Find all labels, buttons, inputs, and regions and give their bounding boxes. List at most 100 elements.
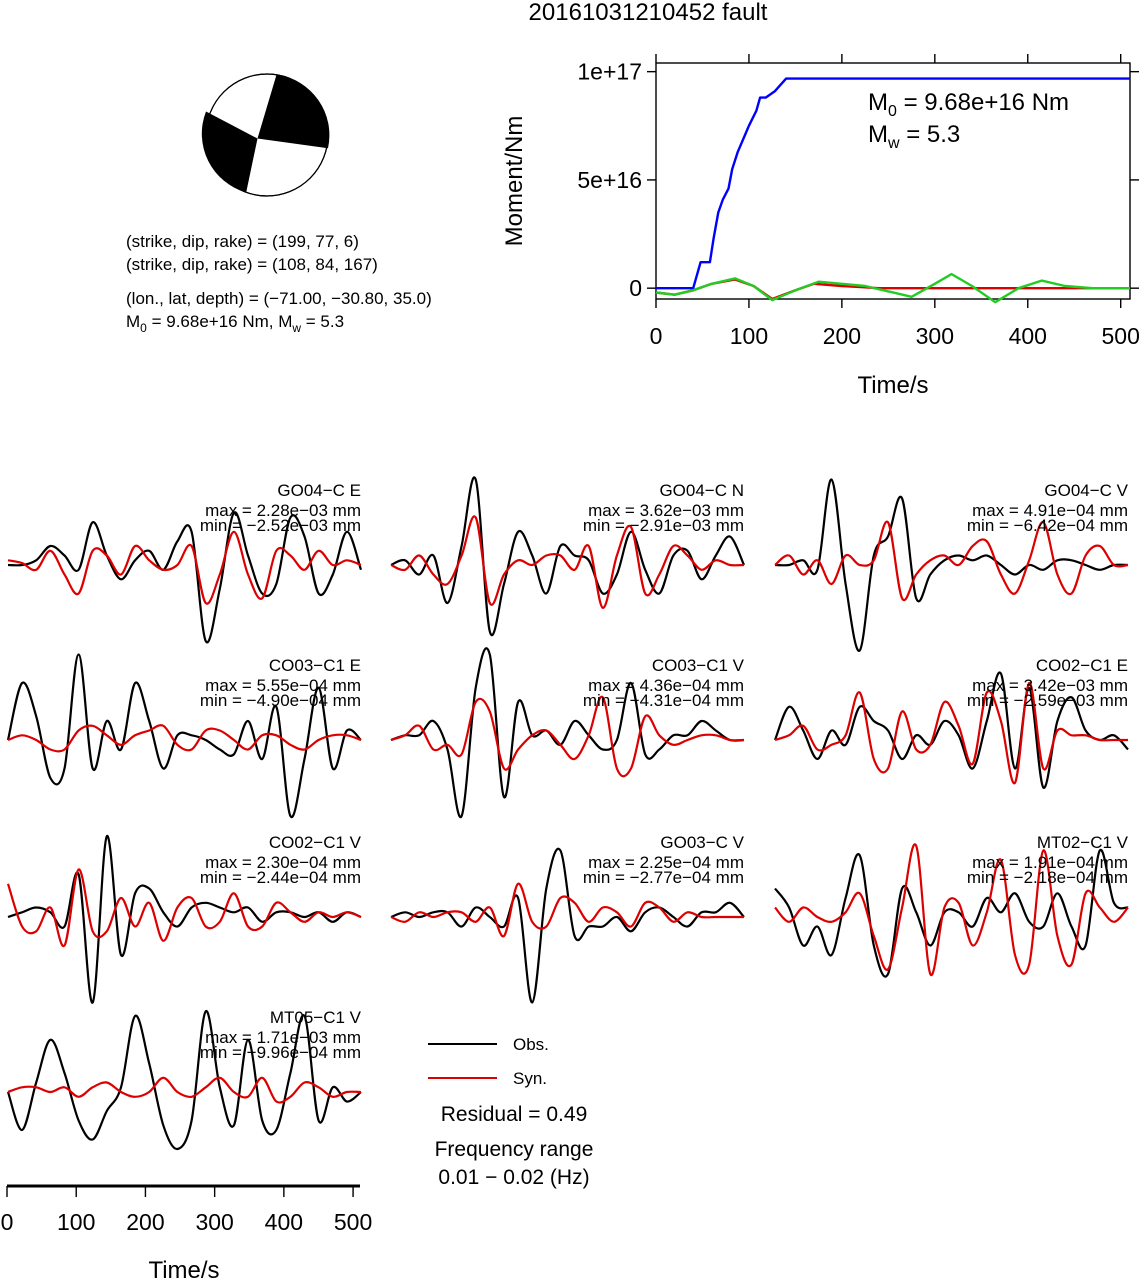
moment-y-tick-label: 1e+17 (577, 59, 642, 85)
cumulative-moment-line (656, 77, 1130, 290)
synthetic-waveform (6, 868, 362, 947)
moment-plot-frame (655, 62, 1131, 300)
min-amplitude-label: min = −2.91e−03 mm (583, 516, 744, 535)
legend: Obs. Syn. Residual = 0.49 Frequency rang… (428, 1035, 593, 1189)
waveform-time-axis: Time/s 0 100 200 300 400 500 (1, 1184, 372, 1281)
waveform-x-tick-label: 200 (126, 1209, 164, 1235)
station-label: MT02−C1 V (1037, 833, 1129, 852)
max-amplitude-label: max = 4.36e−04 mm (588, 676, 744, 695)
min-amplitude-label: min = −2.44e−04 mm (200, 868, 361, 887)
moment-axes: 0 5e+16 1e+17 0 100 200 300 400 500 (577, 54, 1140, 349)
residual-label: Residual = 0.49 (441, 1103, 588, 1126)
moment-series (655, 77, 1130, 304)
strike-dip-rake-1: (strike, dip, rake) = (199, 77, 6) (126, 232, 359, 251)
station-label: MT05−C1 V (270, 1008, 362, 1027)
waveform-x-tick-label: 400 (265, 1209, 303, 1235)
legend-obs-label: Obs. (513, 1035, 549, 1054)
synthetic-waveform (7, 1076, 362, 1104)
beachball-icon (201, 73, 330, 197)
waveform-xlabel: Time/s (148, 1257, 219, 1281)
observed-waveform (7, 511, 363, 644)
moment-x-tick-label: 500 (1102, 323, 1140, 349)
synthetic-waveform (390, 695, 745, 778)
observed-waveform (774, 478, 1129, 652)
moment-xlabel: Time/s (857, 372, 928, 399)
legend-syn-label: Syn. (513, 1069, 547, 1088)
min-amplitude-label: min = −2.77e−04 mm (583, 868, 744, 887)
max-amplitude-label: max = 5.55e−04 mm (205, 676, 361, 695)
station-label: CO02−C1 V (269, 833, 362, 852)
max-amplitude-label: max = 3.62e−03 mm (588, 501, 744, 520)
station-label: GO03−C V (660, 833, 744, 852)
model-moment-line (655, 272, 1130, 304)
synthetic-waveform (774, 520, 1129, 602)
waveform-x-tick-label: 100 (57, 1209, 95, 1235)
waveform-x-tick-label: 300 (195, 1209, 233, 1235)
station-label: GO04−C V (1044, 481, 1128, 500)
panel-mw-label: Mw = 5.3 (868, 121, 960, 152)
observed-waveform (7, 835, 362, 1004)
moment-y-tick-label: 0 (629, 275, 642, 301)
station-label: GO04−C N (659, 481, 744, 500)
observed-waveform (773, 671, 1129, 789)
min-amplitude-label: min = −4.90e−04 mm (200, 691, 361, 710)
max-amplitude-label: max = 3.42e−03 mm (972, 676, 1128, 695)
max-amplitude-label: max = 4.91e−04 mm (972, 501, 1128, 520)
max-amplitude-label: max = 2.30e−04 mm (205, 853, 361, 872)
strike-dip-rake-2: (strike, dip, rake) = (108, 84, 167) (126, 255, 378, 274)
figure-title: 20161031210452 fault (529, 0, 768, 26)
synthetic-waveform (774, 681, 1128, 784)
moment-x-tick-label: 400 (1009, 323, 1047, 349)
min-amplitude-label: min = −9.96e−04 mm (200, 1043, 361, 1062)
max-amplitude-label: max = 1.91e−04 mm (972, 853, 1128, 872)
station-label: CO02−C1 E (1036, 656, 1128, 675)
moment-rate-line (655, 278, 1130, 301)
synthetic-waveform (390, 515, 745, 609)
moment-x-tick-label: 0 (650, 323, 663, 349)
waveform-x-tick-label: 0 (1, 1209, 14, 1235)
location-depth: (lon., lat, depth) = (−71.00, −30.80, 35… (126, 289, 432, 308)
station-label: GO04−C E (277, 481, 361, 500)
frequency-range-value: 0.01 − 0.02 (Hz) (438, 1166, 589, 1189)
station-label: CO03−C1 V (652, 656, 745, 675)
waveform-x-tick-label: 500 (334, 1209, 372, 1235)
observed-waveform (390, 847, 745, 1004)
moment-y-tick-label: 5e+16 (577, 167, 642, 193)
observed-waveform (6, 653, 362, 819)
max-amplitude-label: max = 2.25e−04 mm (588, 853, 744, 872)
min-amplitude-label: min = −6.42e−04 mm (967, 516, 1128, 535)
max-amplitude-label: max = 1.71e−03 mm (205, 1028, 361, 1047)
min-amplitude-label: min = −4.31e−04 mm (583, 691, 744, 710)
moment-magnitude-line: M0 = 9.68e+16 Nm, Mw = 5.3 (126, 312, 344, 335)
observed-waveform (774, 849, 1129, 978)
panel-m0-label: M0 = 9.68e+16 Nm (868, 89, 1069, 120)
min-amplitude-label: min = −2.59e−03 mm (967, 691, 1128, 710)
mechanism-info: (strike, dip, rake) = (199, 77, 6) (stri… (126, 232, 432, 335)
observed-waveform (390, 476, 746, 636)
min-amplitude-label: min = −2.52e−03 mm (200, 516, 361, 535)
moment-x-tick-label: 100 (730, 323, 768, 349)
moment-x-tick-label: 300 (916, 323, 954, 349)
min-amplitude-label: min = −2.18e−04 mm (967, 868, 1128, 887)
frequency-range-title: Frequency range (435, 1138, 594, 1161)
station-label: CO03−C1 E (269, 656, 361, 675)
moment-ylabel: Moment/Nm (501, 116, 528, 247)
synthetic-waveform (7, 724, 362, 753)
moment-panel: 0 5e+16 1e+17 0 100 200 300 400 500 M0 = 9.68e+1… (501, 54, 1140, 399)
synthetic-waveform (390, 882, 744, 938)
max-amplitude-label: max = 2.28e−03 mm (205, 501, 361, 520)
synthetic-waveform (774, 843, 1129, 977)
synthetic-waveform (7, 530, 362, 605)
